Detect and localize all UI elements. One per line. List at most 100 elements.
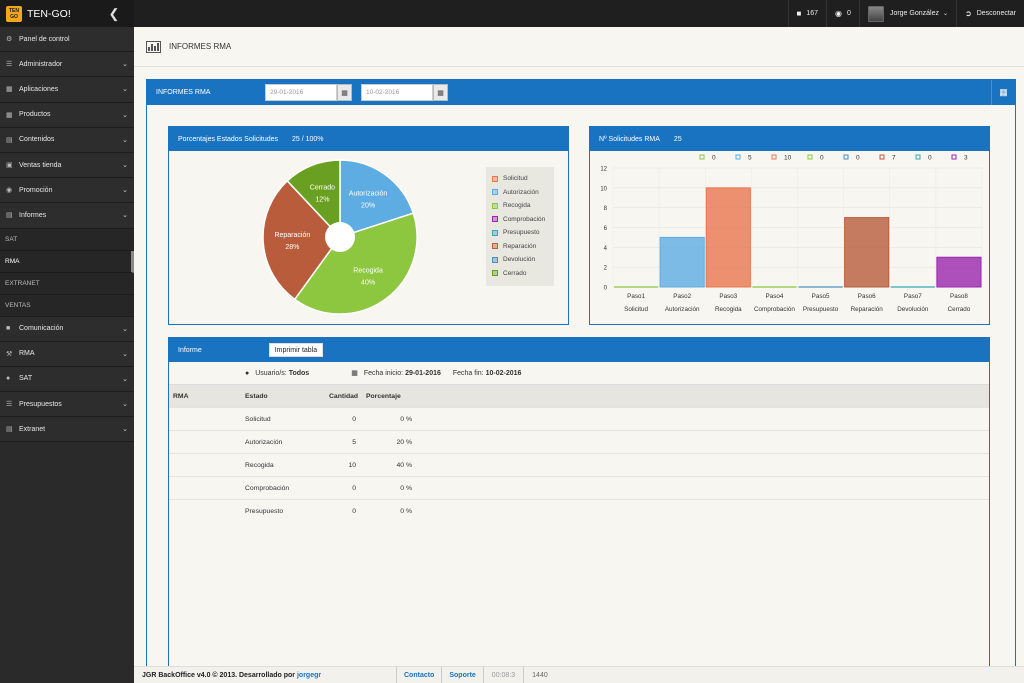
dashboard-icon: ⚙ [6, 36, 13, 44]
bar [936, 256, 982, 288]
chevron-down-icon: ⌄ [122, 212, 128, 220]
bar [659, 236, 705, 288]
comment-icon: ■ [6, 325, 11, 333]
x-tick-sublabel: Cerrado [948, 306, 971, 313]
pie-slice-label: Cerrado [310, 185, 335, 192]
pie-slice-value: 12% [315, 197, 329, 204]
users-value: Todos [288, 369, 310, 377]
globe-icon: ◉ [6, 187, 13, 195]
copyright: JGR BackOffice v4.0 © 2013. Desarrollado… [134, 672, 396, 679]
sidebar-item-sat[interactable]: ● SAT ⌄ [0, 366, 134, 393]
legend-swatch [951, 154, 957, 160]
legend-value: 3 [964, 155, 968, 162]
bar-panel-header: Nº Solicitudes RMA 25 [590, 127, 989, 151]
x-tick-label: Paso2 [673, 293, 691, 300]
contact-link[interactable]: Contacto [396, 666, 441, 683]
legend-swatch [492, 202, 498, 209]
chevron-down-icon: ⌄ [122, 187, 128, 195]
column-header: Porcentaje [362, 384, 418, 408]
sidebar-item-administrador[interactable]: ☰ Administrador ⌄ [0, 52, 134, 78]
sidebar-item-ventas-tienda[interactable]: ▣ Ventas tienda ⌄ [0, 152, 134, 179]
logout-button[interactable]: ➲ Desconectar [956, 0, 1024, 27]
pie-slice-value: 20% [361, 202, 375, 209]
legend-label: Reparación [503, 242, 537, 250]
reports-panel-header: INFORMES RMA 29-01-2016 ▦ 10-02-2016 ▦ ▦ [147, 80, 1015, 105]
bar-chart-icon [146, 40, 161, 53]
sidebar-subitem-ventas[interactable]: VENTAS [0, 294, 134, 317]
sidebar-subitem-extranet[interactable]: EXTRANET [0, 272, 134, 295]
pie-hole [325, 222, 355, 252]
top-bar: TEN GO TEN-GO! ❮ ■ 167 ◉ 0 Jorge González… [0, 0, 1024, 27]
sidebar-item-label: Administrador [19, 60, 63, 68]
app-logo: TEN GO [6, 5, 22, 22]
reports-panel-title: INFORMES RMA [156, 89, 211, 96]
sidebar-item-presupuestos[interactable]: ☰ Presupuestos ⌄ [0, 392, 134, 418]
bar-panel-summary: 25 [673, 135, 682, 143]
sidebar-subitem-sat[interactable]: SAT [0, 228, 134, 251]
pie-slice-label: Autorización [349, 190, 388, 197]
sidebar-item-aplicaciones[interactable]: ▦ Aplicaciones ⌄ [0, 77, 134, 103]
sidebar-item-comunicacion[interactable]: ■ Comunicación ⌄ [0, 316, 134, 342]
calendar-icon[interactable]: ▦ [433, 84, 448, 101]
author-link[interactable]: jorgegr [296, 671, 322, 679]
cell-estado: Autorización [241, 430, 325, 454]
sidebar-item-promocion[interactable]: ◉ Promoción ⌄ [0, 178, 134, 204]
support-link[interactable]: Soporte [441, 666, 482, 683]
legend-item: Reparación [492, 240, 548, 254]
legend-swatch [492, 229, 498, 236]
legend-swatch [492, 175, 498, 182]
comment-icon: ■ [796, 9, 802, 18]
date-from-input[interactable]: 29-01-2016 [265, 84, 337, 101]
app-name: TEN-GO! [27, 7, 71, 20]
messages-button[interactable]: ■ 167 [787, 0, 827, 27]
pie-slice-label: Reparación [274, 232, 310, 239]
sidebar-item-contenidos[interactable]: ▤ Contenidos ⌄ [0, 127, 134, 153]
sidebar-item-productos[interactable]: ▦ Productos ⌄ [0, 102, 134, 128]
brand[interactable]: TEN GO TEN-GO! ❮ [0, 0, 134, 27]
legend-swatch [879, 154, 885, 160]
legend-value: 0 [928, 155, 932, 162]
legend-swatch [492, 216, 498, 223]
cell-porcentaje: 0 % [362, 476, 418, 500]
legend-swatch [735, 154, 741, 160]
wrench-icon: ⚒ [6, 350, 13, 358]
legend-value: 0 [856, 155, 860, 162]
date-to-input[interactable]: 10-02-2016 [361, 84, 433, 101]
sidebar-item-label: Informes [19, 211, 47, 219]
cell-cantidad: 0 [325, 499, 362, 523]
pie-slice [286, 159, 341, 239]
table-row: Autorización 5 20 % [169, 430, 989, 454]
sidebar-item-informes[interactable]: ▤ Informes ⌄ [0, 203, 134, 229]
sidebar-item-extranet[interactable]: ▤ Extranet ⌄ [0, 417, 134, 443]
legend-label: Autorización [503, 188, 539, 196]
calendar-icon[interactable]: ▦ [337, 84, 352, 101]
sidebar-item-label: SAT [19, 375, 33, 383]
sidebar-subitem-rma[interactable]: RMA [0, 250, 134, 273]
sidebar-item-panel[interactable]: ⚙ Panel de control [0, 27, 134, 53]
sidebar-toggle-icon[interactable]: ❮ [108, 5, 120, 21]
column-header-filler [418, 384, 989, 408]
contents-icon: ▤ [6, 136, 13, 144]
user-menu[interactable]: Jorge González ⌄ [858, 0, 956, 27]
print-table-button[interactable]: Imprimir tabla [268, 343, 324, 357]
user-name: Jorge González [889, 10, 939, 17]
chevron-down-icon: ⌄ [122, 111, 128, 119]
notifications-button[interactable]: ◉ 0 [826, 0, 859, 27]
sidebar-item-rma[interactable]: ⚒ RMA ⌄ [0, 341, 134, 367]
x-tick-label: Paso6 [858, 293, 876, 300]
globe-icon: ◉ [835, 9, 843, 18]
pie-slice-value: 28% [285, 244, 299, 251]
x-tick-sublabel: Devolución [897, 306, 929, 313]
y-tick-label: 10 [600, 186, 607, 192]
sidebar-item-label: Aplicaciones [19, 85, 59, 93]
y-tick-label: 2 [604, 266, 608, 272]
grid-icon[interactable]: ▦ [991, 80, 1015, 105]
screen-resolution: 1440 [523, 666, 556, 683]
y-tick-label: 8 [604, 206, 608, 212]
legend-swatch [699, 154, 705, 160]
x-tick-sublabel: Recogida [715, 306, 742, 313]
sidebar-item-label: Ventas tienda [19, 161, 62, 169]
page-title: INFORMES RMA [169, 42, 232, 51]
messages-count: 167 [806, 10, 819, 17]
start-label: Fecha inicio: [363, 369, 404, 377]
